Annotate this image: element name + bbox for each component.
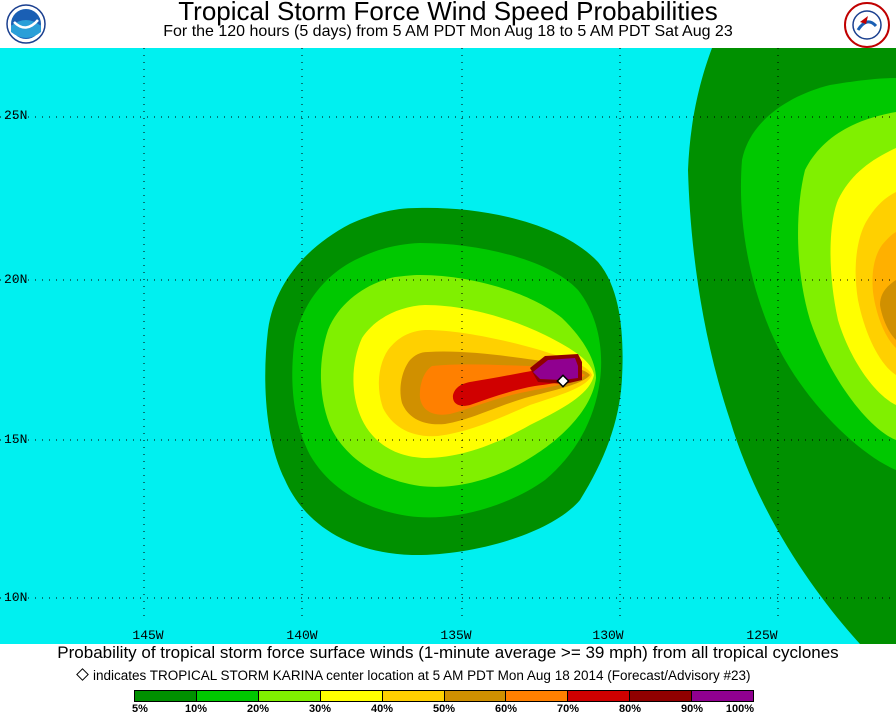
legend-swatch bbox=[630, 691, 693, 701]
diamond-marker-icon bbox=[76, 668, 89, 681]
contour-90 bbox=[533, 358, 578, 380]
noaa-logo bbox=[6, 4, 46, 44]
lat-lon-grid bbox=[0, 48, 896, 622]
storm-center-marker bbox=[556, 374, 570, 388]
marker-note-text: indicates TROPICAL STORM KARINA center l… bbox=[93, 668, 751, 683]
legend-label: 5% bbox=[132, 703, 148, 715]
legend-label: 90% bbox=[680, 703, 704, 715]
longitude-label: 145W bbox=[132, 628, 164, 643]
legend-label: 100% bbox=[725, 703, 755, 715]
latitude-label: 15N bbox=[4, 432, 28, 447]
legend-swatch bbox=[135, 691, 197, 701]
legend-label: 50% bbox=[432, 703, 456, 715]
legend-swatch bbox=[258, 691, 321, 701]
legend-swatch bbox=[692, 691, 754, 701]
legend-swatch bbox=[444, 691, 507, 701]
color-legend bbox=[134, 690, 754, 702]
nws-logo bbox=[844, 2, 890, 48]
eastern-probability-field bbox=[688, 48, 896, 644]
contour-60 bbox=[880, 280, 896, 340]
longitude-label: 125W bbox=[746, 628, 778, 643]
legend-label: 40% bbox=[370, 703, 394, 715]
legend-swatch bbox=[568, 691, 631, 701]
legend-swatch bbox=[196, 691, 259, 701]
probability-map bbox=[0, 48, 896, 644]
legend-label: 10% bbox=[184, 703, 208, 715]
legend-label: 80% bbox=[618, 703, 642, 715]
legend-swatch bbox=[320, 691, 383, 701]
marker-note: indicates TROPICAL STORM KARINA center l… bbox=[76, 668, 751, 683]
longitude-label: 135W bbox=[440, 628, 472, 643]
latitude-label: 20N bbox=[4, 272, 28, 287]
legend-label: 60% bbox=[494, 703, 518, 715]
legend-swatch bbox=[506, 691, 569, 701]
legend-label: 30% bbox=[308, 703, 332, 715]
map-caption: Probability of tropical storm force surf… bbox=[57, 643, 839, 662]
legend-label: 70% bbox=[556, 703, 580, 715]
page-title: Tropical Storm Force Wind Speed Probabil… bbox=[178, 0, 718, 26]
longitude-label: 140W bbox=[286, 628, 318, 643]
longitude-label: 130W bbox=[592, 628, 624, 643]
latitude-label: 10N bbox=[4, 590, 28, 605]
karina-probability-field bbox=[265, 207, 623, 556]
latitude-label: 25N bbox=[4, 108, 28, 123]
page-subtitle: For the 120 hours (5 days) from 5 AM PDT… bbox=[163, 23, 733, 40]
legend-label: 20% bbox=[246, 703, 270, 715]
legend-swatch bbox=[382, 691, 445, 701]
